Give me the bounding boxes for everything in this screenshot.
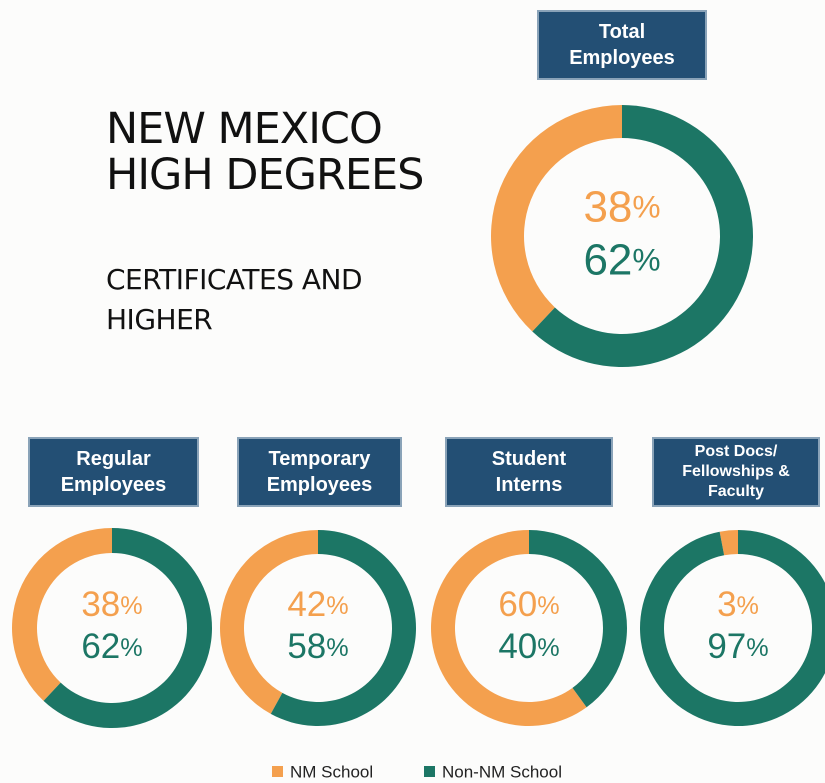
- value-label: 3%: [717, 585, 759, 624]
- value-label: 38%: [583, 182, 660, 231]
- value-label: 62%: [81, 627, 142, 666]
- donut-slice: [532, 105, 753, 368]
- page-title: NEW MEXICO HIGH DEGREES: [106, 104, 424, 200]
- donut-slice: [719, 530, 738, 556]
- value-label: 97%: [707, 627, 768, 666]
- legend-label: NM School: [290, 762, 373, 781]
- chart-title: Temporary Employees: [237, 437, 402, 507]
- donut-slice: [431, 530, 587, 726]
- legend-swatch: [272, 766, 283, 777]
- chart-title: Post Docs/ Fellowships & Faculty: [652, 437, 820, 507]
- value-label: 38%: [81, 585, 142, 624]
- value-label: 40%: [498, 627, 559, 666]
- donut-slice: [220, 530, 318, 714]
- page-subtitle: CERTIFICATES AND HIGHER: [106, 263, 363, 336]
- legend-swatch: [424, 766, 435, 777]
- legend-label: Non-NM School: [442, 762, 562, 781]
- chart-title: Regular Employees: [28, 437, 199, 507]
- donut-slice: [270, 530, 417, 726]
- value-label: 60%: [498, 585, 559, 624]
- donut-slice: [12, 528, 113, 701]
- donut-slice: [529, 530, 627, 708]
- chart-title: Student Interns: [445, 437, 613, 507]
- donut-slice: [43, 528, 213, 728]
- donut-slice: [491, 105, 622, 332]
- value-label: 62%: [583, 235, 660, 284]
- chart-title: Total Employees: [537, 10, 707, 80]
- value-label: 42%: [287, 585, 348, 624]
- value-label: 58%: [287, 627, 348, 666]
